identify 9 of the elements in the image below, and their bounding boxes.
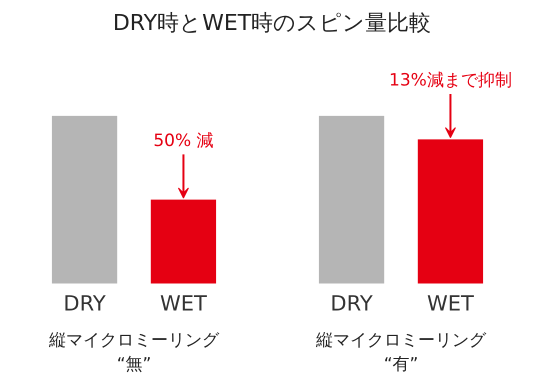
x-tick-label: WET — [427, 292, 474, 316]
annotation: 13%減まで抑制 — [389, 70, 512, 91]
x-tick-label: WET — [160, 292, 208, 316]
annotation: 50% 減 — [153, 131, 214, 152]
x-axis-title: 縦マイクロミーリング “有” — [315, 330, 487, 374]
chart-title: DRY時とWET時のスピン量比較 — [112, 10, 432, 38]
x-tick-label: DRY — [63, 292, 106, 316]
x-tick-label: DRY — [330, 292, 373, 316]
x-axis-title: 縦マイクロミーリング “無” — [48, 330, 220, 374]
